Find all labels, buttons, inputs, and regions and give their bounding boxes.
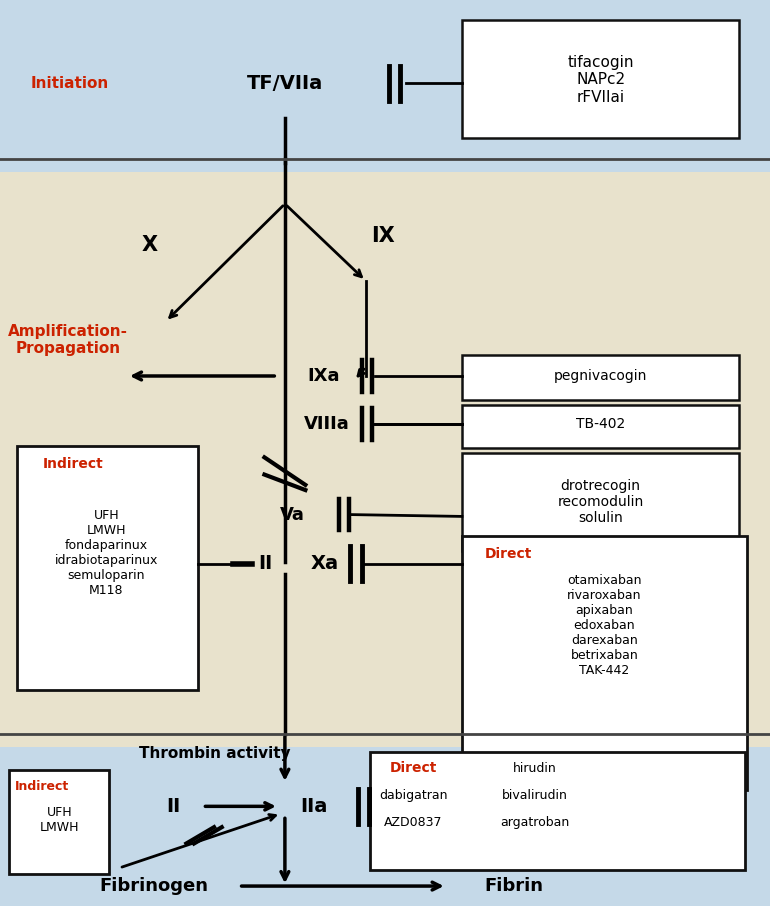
Text: Indirect: Indirect xyxy=(43,457,103,471)
Bar xyxy=(462,405,739,448)
Bar xyxy=(9,770,109,874)
Bar xyxy=(17,446,198,690)
Text: TB-402: TB-402 xyxy=(576,417,625,431)
Bar xyxy=(0,0,770,172)
Text: Indirect: Indirect xyxy=(15,780,69,793)
Text: Fibrin: Fibrin xyxy=(485,877,544,895)
Text: X: X xyxy=(142,235,158,255)
Text: Va: Va xyxy=(280,506,305,524)
Text: Direct: Direct xyxy=(484,547,532,562)
Text: Xa: Xa xyxy=(311,554,339,573)
Text: Direct: Direct xyxy=(390,761,437,776)
Text: hirudin: hirudin xyxy=(514,762,557,775)
Text: argatroban: argatroban xyxy=(500,816,570,829)
Text: AZD0837: AZD0837 xyxy=(384,816,443,829)
Text: TF/VIIa: TF/VIIa xyxy=(246,74,323,92)
Text: pegnivacogin: pegnivacogin xyxy=(554,369,648,383)
Text: UFH
LMWH
fondaparinux
idrabiotaparinux
semuloparin
M118: UFH LMWH fondaparinux idrabiotaparinux s… xyxy=(55,508,158,597)
Bar xyxy=(462,355,739,400)
Bar xyxy=(0,172,770,747)
Bar xyxy=(462,453,739,551)
Text: II: II xyxy=(259,554,273,573)
Text: Initiation: Initiation xyxy=(30,76,109,91)
Bar xyxy=(462,536,747,790)
Text: dabigatran: dabigatran xyxy=(380,789,447,802)
Text: drotrecogin
recomodulin
solulin: drotrecogin recomodulin solulin xyxy=(557,478,644,525)
Text: IXa: IXa xyxy=(307,367,340,385)
Text: Amplification-
Propagation: Amplification- Propagation xyxy=(8,323,128,356)
Text: II: II xyxy=(166,797,180,815)
Text: Thrombin activity: Thrombin activity xyxy=(139,747,290,761)
Bar xyxy=(370,752,745,870)
Text: VIIIa: VIIIa xyxy=(304,415,350,433)
Text: IX: IX xyxy=(372,226,395,246)
Bar xyxy=(0,747,770,906)
Text: tifacogin
NAPc2
rFVIIai: tifacogin NAPc2 rFVIIai xyxy=(567,55,634,104)
Bar xyxy=(462,20,739,138)
Text: bivalirudin: bivalirudin xyxy=(502,789,568,802)
Text: UFH
LMWH: UFH LMWH xyxy=(39,806,79,834)
Text: Fibrinogen: Fibrinogen xyxy=(99,877,209,895)
Text: IIa: IIa xyxy=(300,797,328,815)
Text: otamixaban
rivaroxaban
apixaban
edoxaban
darexaban
betrixaban
TAK-442: otamixaban rivaroxaban apixaban edoxaban… xyxy=(567,573,641,677)
